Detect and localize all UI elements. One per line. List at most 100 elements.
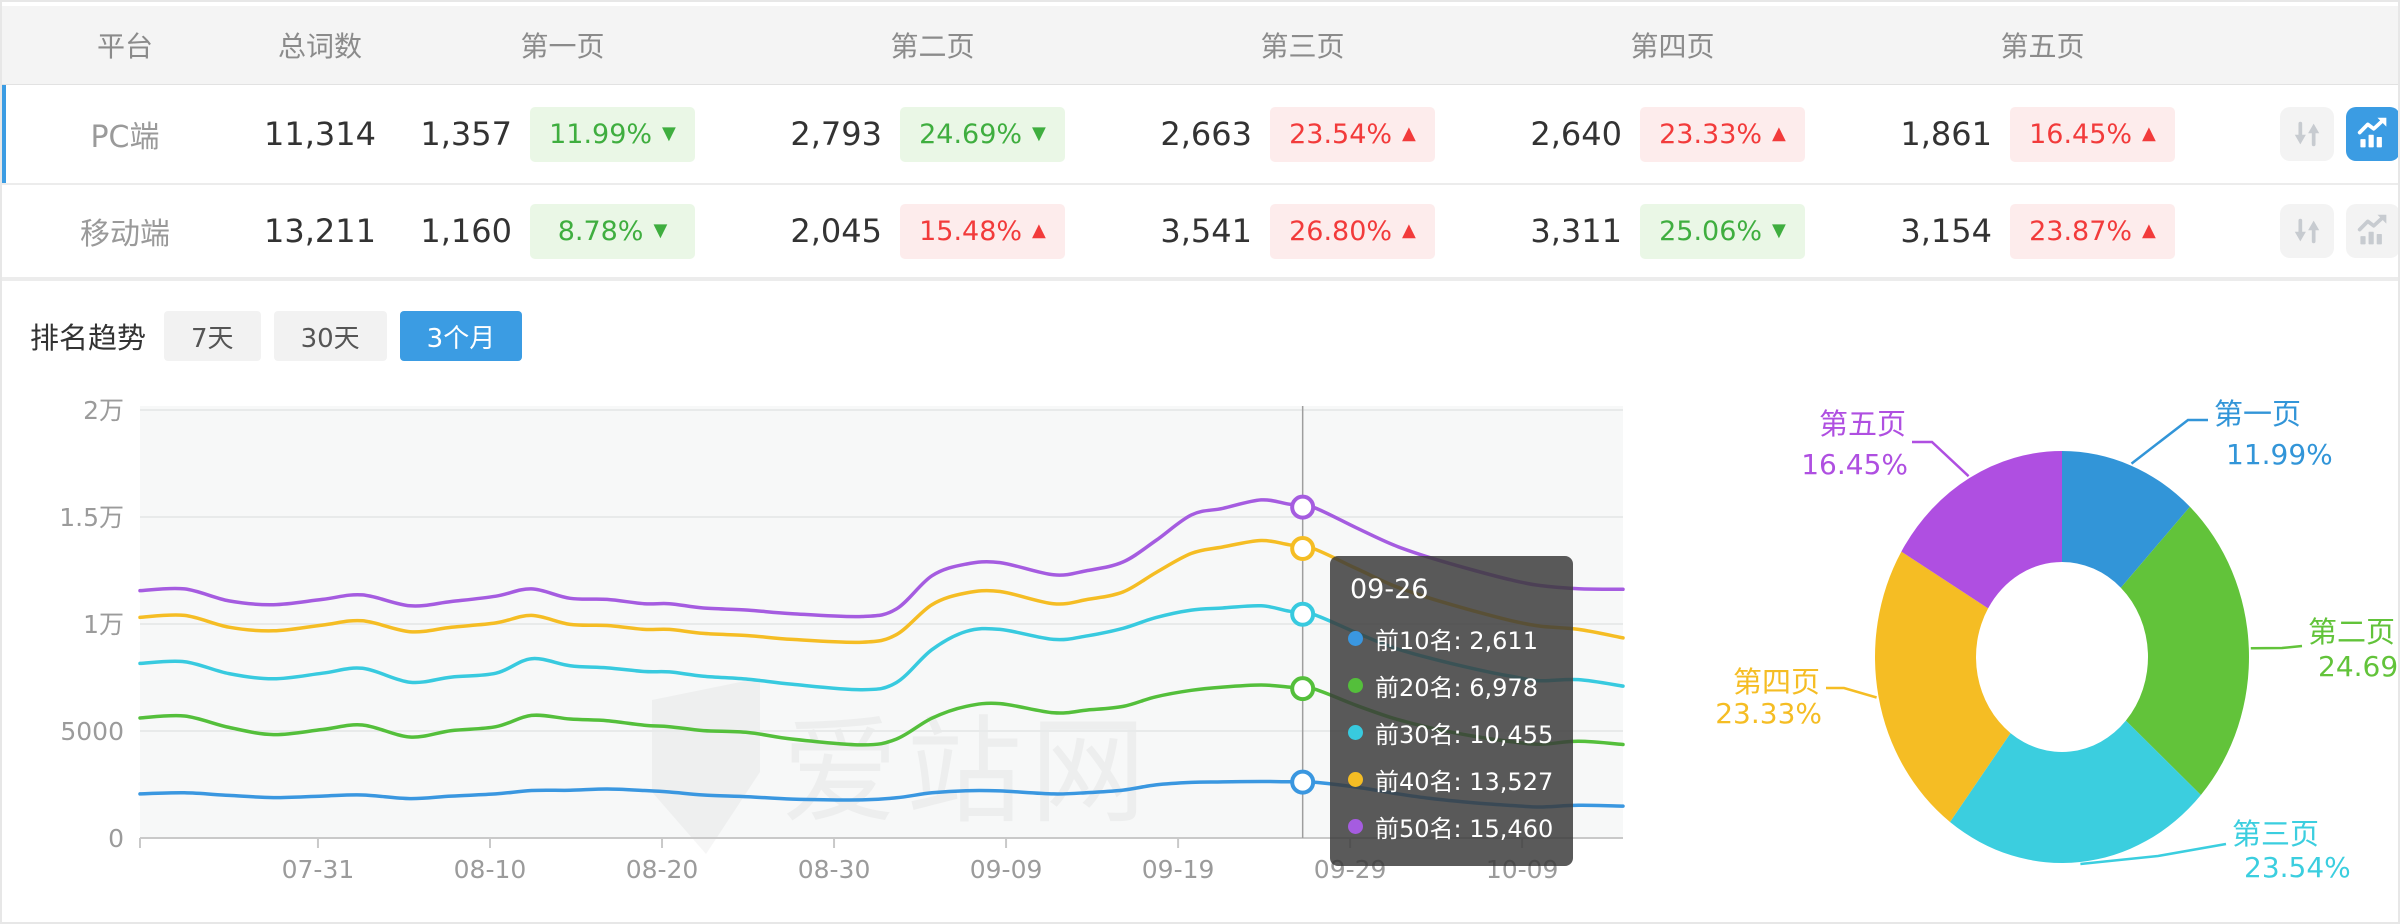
- change-percent: 23.87%: [2029, 215, 2133, 247]
- change-percent: 25.06%: [1659, 215, 1763, 247]
- page3-change-badge: 23.54% ▲: [1270, 106, 1435, 162]
- page5-change-badge: 23.87% ▲: [2010, 203, 2175, 259]
- trend-chart-button[interactable]: [2346, 107, 2400, 161]
- donut-slice-page-3[interactable]: [1950, 720, 2201, 863]
- y-axis-label: 1.5万: [59, 503, 124, 532]
- series-dot: [1348, 631, 1363, 646]
- y-axis-label: 5000: [60, 717, 124, 746]
- donut-slice-percent: 24.69%: [2318, 650, 2400, 683]
- page1-count: 1,160: [420, 212, 512, 250]
- donut-slice-label: 第四页: [1733, 665, 1820, 699]
- donut-slice-percent: 23.33%: [1715, 697, 1822, 730]
- series-dot: [1348, 772, 1363, 787]
- page1-cell: 1,160 8.78% ▼: [420, 203, 800, 259]
- platform-cell: PC端: [90, 120, 160, 155]
- page4-change-badge: 23.33% ▲: [1640, 106, 1805, 162]
- page3-cell: 2,663 23.54% ▲: [1160, 106, 1540, 162]
- page5-change-badge: 16.45% ▲: [2010, 106, 2175, 162]
- page5-cell: 3,154 23.87% ▲: [1900, 203, 2280, 259]
- donut-slice-page-1[interactable]: [2062, 451, 2190, 588]
- column-header-3: 第二页: [890, 30, 975, 63]
- x-axis-label: 08-20: [626, 855, 699, 884]
- watermark: 爱站网: [652, 678, 1146, 854]
- x-axis-label: 08-10: [454, 855, 527, 884]
- arrow-up-icon: ▲: [1402, 123, 1416, 144]
- section-divider: [0, 277, 2400, 281]
- page3-count: 3,541: [1160, 212, 1252, 250]
- page4-cell: 2,640 23.33% ▲: [1530, 106, 1910, 162]
- sort-button[interactable]: [2280, 204, 2334, 258]
- donut-slice-label: 第二页: [2308, 615, 2395, 649]
- page2-count: 2,793: [790, 115, 882, 153]
- tab-range-30d[interactable]: 30天: [273, 311, 387, 361]
- donut-slice-page-2[interactable]: [2120, 506, 2249, 795]
- change-percent: 26.80%: [1289, 215, 1393, 247]
- column-header-4: 第三页: [1260, 30, 1345, 63]
- tooltip-item-text: 前30名: 10,455: [1375, 721, 1554, 749]
- column-header-0: 平台: [96, 30, 153, 63]
- trend-chart-button[interactable]: [2346, 204, 2400, 258]
- hover-marker-top30: [1290, 601, 1316, 627]
- platform-rank-table: 平台 总词数 第一页 第二页 第三页 第四页 第五页 PC端 11,314 1,357 11.99…: [0, 0, 2400, 277]
- donut-slice-percent: 11.99%: [2226, 438, 2333, 471]
- sort-button[interactable]: [2280, 107, 2334, 161]
- arrow-down-icon: ▼: [662, 123, 676, 144]
- donut-slice-label: 第五页: [1819, 407, 1906, 441]
- tooltip-date: 09-26: [1350, 574, 1429, 605]
- tooltip-item: 前40名: 13,527: [1348, 756, 1553, 803]
- sort-arrows-icon: [2294, 121, 2320, 147]
- change-percent: 23.54%: [1289, 118, 1393, 150]
- table-row-mobile[interactable]: 移动端 13,211 1,160 8.78% ▼ 2,045 15.48% ▲ 3,541 26.…: [0, 185, 2400, 277]
- sort-arrows-icon: [2294, 218, 2320, 244]
- row-actions: [2280, 204, 2400, 258]
- hover-marker-top50: [1290, 494, 1316, 520]
- tooltip-item: 前20名: 6,978: [1348, 662, 1553, 709]
- page3-change-badge: 26.80% ▲: [1270, 203, 1435, 259]
- series-dot: [1348, 725, 1363, 740]
- page2-count: 2,045: [790, 212, 882, 250]
- x-axis-label: 08-30: [798, 855, 871, 884]
- trend-toolbar: 排名趋势 7天 30天 3个月: [0, 281, 2400, 361]
- page2-change-badge: 24.69% ▼: [900, 106, 1065, 162]
- change-percent: 11.99%: [549, 118, 653, 150]
- tooltip-item-text: 前20名: 6,978: [1375, 674, 1538, 702]
- donut-label-line: [2250, 644, 2303, 650]
- table-row-pc[interactable]: PC端 11,314 1,357 11.99% ▼ 2,793 24.69% ▼ 2,663 23…: [0, 85, 2400, 185]
- series-dot: [1348, 678, 1363, 693]
- donut-slice-label: 第三页: [2232, 817, 2319, 851]
- selected-row-accent: [0, 85, 6, 183]
- donut-label-line: [1826, 686, 1877, 699]
- page1-change-badge: 8.78% ▼: [530, 203, 695, 259]
- page3-count: 2,663: [1160, 115, 1252, 153]
- tab-range-3m[interactable]: 3个月: [399, 311, 523, 361]
- page5-count: 3,154: [1900, 212, 1992, 250]
- trend-chart-icon: [2357, 117, 2387, 148]
- arrow-down-icon: ▼: [653, 220, 668, 241]
- page3-cell: 3,541 26.80% ▲: [1160, 203, 1540, 259]
- page4-cell: 3,311 25.06% ▼: [1530, 203, 1910, 259]
- tab-range-7d[interactable]: 7天: [164, 311, 261, 361]
- donut-slice-page-4[interactable]: [1875, 551, 2011, 822]
- arrow-down-icon: ▼: [1772, 220, 1786, 241]
- page5-count: 1,861: [1900, 115, 1992, 153]
- hover-marker-top40: [1290, 536, 1316, 562]
- chart-tooltip: 09-26 前10名: 2,611 前20名: 6,978 前30名: 10,455…: [1330, 556, 1574, 866]
- arrow-up-icon: ▲: [2142, 220, 2156, 241]
- hover-marker-top10: [1290, 769, 1316, 795]
- x-axis-label: 07-31: [282, 855, 355, 884]
- donut-label-line: [2130, 418, 2208, 465]
- arrow-up-icon: ▲: [1032, 220, 1046, 241]
- donut-label-line: [1912, 440, 1970, 478]
- total-words-cell: 13,211: [264, 212, 376, 250]
- change-percent: 24.69%: [919, 118, 1023, 150]
- platform-cell: 移动端: [80, 217, 170, 252]
- donut-slice-page-5[interactable]: [1901, 451, 2062, 609]
- page4-count: 3,311: [1530, 212, 1622, 250]
- tooltip-item: 前50名: 15,460: [1348, 803, 1553, 850]
- line-series-top50: [138, 498, 1625, 619]
- trend-chart-icon: [2357, 214, 2387, 245]
- hover-marker-top20: [1290, 676, 1316, 702]
- tooltip-item-text: 前50名: 15,460: [1375, 815, 1554, 843]
- page5-cell: 1,861 16.45% ▲: [1900, 106, 2280, 162]
- page4-change-badge: 25.06% ▼: [1640, 203, 1805, 259]
